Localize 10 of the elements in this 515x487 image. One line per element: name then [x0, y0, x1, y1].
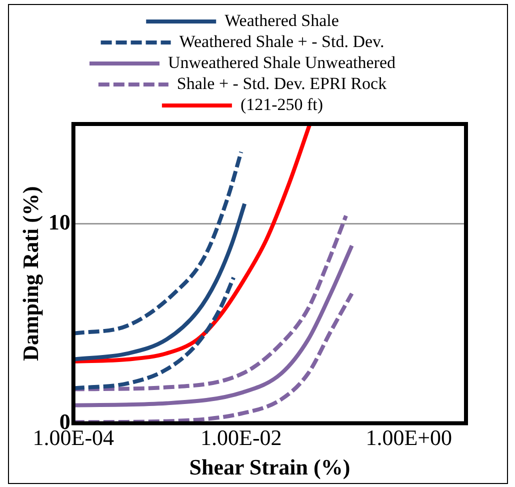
x-axis-title: Shear Strain (%): [189, 454, 350, 480]
legend-label: (121-250 ft): [240, 94, 324, 114]
legend-label: Weathered Shale + - Std. Dev.: [179, 32, 384, 51]
legend-label: Unweathered Shale Unweathered: [168, 52, 396, 72]
y-axis-title: Damping Rati (%): [18, 186, 43, 361]
legend-label: Weathered Shale: [224, 10, 339, 30]
legend-label: Shale + - Std. Dev. EPRI Rock: [176, 74, 388, 93]
y-tick-label: 10: [48, 209, 70, 234]
x-tick-label: 1.00E-02: [200, 425, 282, 450]
x-tick-label: 1.00E+00: [366, 425, 452, 450]
